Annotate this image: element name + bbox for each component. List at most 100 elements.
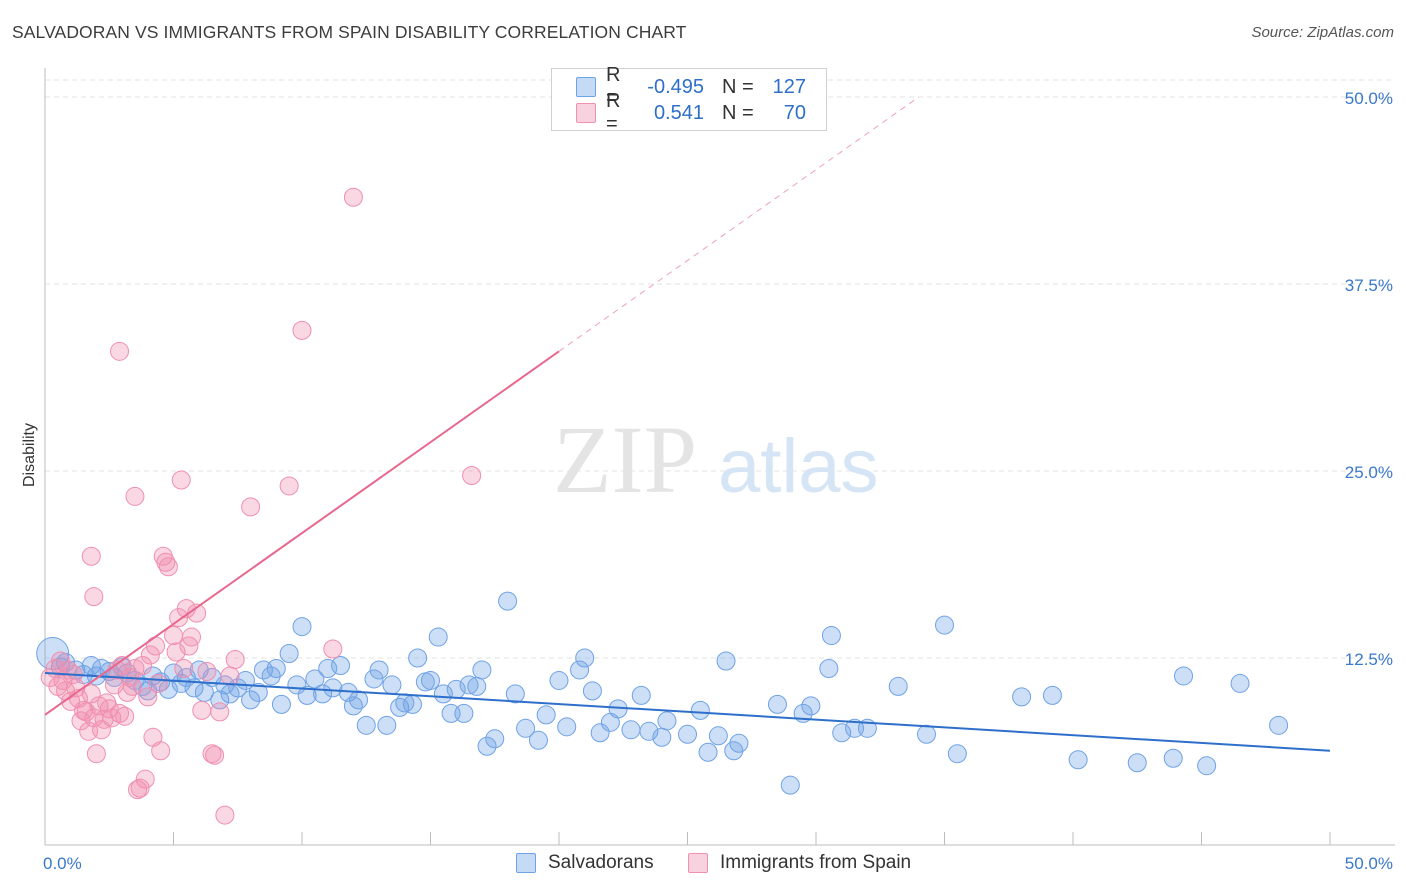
salvadoran-point bbox=[382, 675, 402, 695]
trend-lines bbox=[44, 96, 1331, 752]
salvadoran-point bbox=[1127, 753, 1147, 773]
spain-point bbox=[110, 341, 130, 361]
salvadoran-point bbox=[708, 726, 728, 746]
salvadoran-point bbox=[631, 685, 651, 705]
salvadoran-point bbox=[271, 694, 291, 714]
salvadoran-point bbox=[832, 723, 852, 743]
salvadoran-point bbox=[536, 705, 556, 725]
salvadoran-point bbox=[639, 721, 659, 741]
legend-n-label: N = bbox=[722, 75, 754, 98]
bottom-legend-salvadorans[interactable]: Salvadorans bbox=[516, 852, 654, 874]
spain-point bbox=[174, 658, 194, 678]
salvadoran-point bbox=[516, 718, 536, 738]
salvadoran-point bbox=[349, 690, 369, 710]
spain-point bbox=[205, 745, 225, 765]
spain-point bbox=[323, 639, 343, 659]
legend-row-salvadorans: R = -0.495 N = 127 bbox=[576, 64, 806, 109]
spain-point bbox=[122, 676, 142, 696]
legend-row-spain: R = 0.541 N = 70 bbox=[576, 90, 806, 135]
salvadoran-point bbox=[292, 617, 312, 637]
salvadoran-point bbox=[582, 681, 602, 701]
salvadoran-point bbox=[729, 733, 749, 753]
spain-point bbox=[81, 546, 101, 566]
legend-r-value: 0.541 bbox=[653, 101, 704, 124]
salvadoran-point bbox=[171, 673, 191, 693]
salvadoran-point bbox=[557, 717, 577, 737]
legend-r-label: R = bbox=[606, 64, 621, 109]
salvadoran-point bbox=[279, 644, 299, 664]
watermark-zip: ZIP bbox=[553, 406, 697, 513]
spain-point bbox=[133, 655, 153, 675]
legend-r-label: R = bbox=[606, 90, 621, 135]
salvadoran-point bbox=[801, 696, 821, 716]
salvadoran-point bbox=[467, 676, 487, 696]
legend-n-label: N = bbox=[722, 101, 754, 124]
salvadoran-point bbox=[1068, 750, 1088, 770]
spain-point bbox=[181, 627, 201, 647]
salvadoran-point bbox=[459, 675, 479, 695]
salvadoran-point bbox=[364, 669, 384, 689]
salvadorans-trend-line bbox=[44, 671, 1331, 752]
spain-trend-extension bbox=[558, 96, 920, 352]
salvadoran-point bbox=[318, 658, 338, 678]
salvadoran-point bbox=[528, 730, 548, 750]
y-tick-label: 50.0% bbox=[1345, 89, 1393, 108]
watermark-atlas: atlas bbox=[718, 424, 879, 509]
spain-point bbox=[110, 703, 130, 723]
spain-point bbox=[197, 661, 217, 681]
y-tick-label: 37.5% bbox=[1345, 276, 1393, 295]
salvadoran-point bbox=[821, 626, 841, 646]
salvadoran-point bbox=[184, 678, 204, 698]
salvadoran-point bbox=[575, 648, 595, 668]
salvadoran-point bbox=[1174, 666, 1194, 686]
spain-point bbox=[130, 778, 150, 798]
spain-trend-line bbox=[44, 350, 560, 716]
salvadoran-point bbox=[369, 660, 389, 680]
legend-n-value: 127 bbox=[772, 75, 806, 98]
spain-point bbox=[138, 687, 158, 707]
salvadoran-point bbox=[485, 729, 505, 749]
spain-point bbox=[241, 497, 261, 517]
salvadoran-point bbox=[767, 694, 787, 714]
salvadoran-point bbox=[331, 655, 351, 675]
salvadoran-point bbox=[888, 676, 908, 696]
chart-title: SALVADORAN VS IMMIGRANTS FROM SPAIN DISA… bbox=[12, 22, 687, 42]
salvadoran-point bbox=[248, 682, 268, 702]
salvadoran-point bbox=[377, 715, 397, 735]
legend-swatch-spain bbox=[576, 103, 596, 123]
salvadoran-point bbox=[1269, 715, 1289, 735]
salvadoran-point bbox=[403, 694, 423, 714]
salvadoran-point bbox=[935, 615, 954, 635]
salvadoran-point bbox=[505, 684, 525, 704]
spain-point bbox=[158, 557, 178, 577]
salvadoran-point bbox=[356, 715, 376, 735]
salvadoran-point bbox=[1012, 687, 1032, 707]
y-tick-label: 25.0% bbox=[1345, 463, 1393, 482]
salvadoran-point bbox=[498, 591, 518, 611]
spain-point bbox=[343, 187, 363, 207]
salvadoran-point bbox=[698, 742, 718, 762]
spain-point bbox=[279, 476, 299, 496]
salvadoran-point bbox=[433, 684, 453, 704]
salvadoran-point bbox=[657, 711, 677, 731]
watermark: ZIP atlas bbox=[553, 406, 879, 513]
spain-point bbox=[140, 645, 160, 665]
spain-point bbox=[210, 702, 230, 722]
bottom-legend-swatch-salvadorans bbox=[516, 853, 536, 873]
salvadoran-point bbox=[780, 775, 800, 795]
spain-point bbox=[135, 769, 155, 789]
spain-point bbox=[192, 700, 212, 720]
salvadoran-point bbox=[652, 727, 672, 747]
salvadoran-point bbox=[164, 663, 183, 683]
spain-point bbox=[215, 805, 235, 825]
salvadoran-point bbox=[421, 670, 440, 690]
salvadoran-point bbox=[266, 658, 286, 678]
bottom-legend-spain[interactable]: Immigrants from Spain bbox=[688, 852, 911, 874]
spain-point bbox=[151, 741, 171, 761]
salvadoran-point bbox=[477, 736, 497, 756]
salvadoran-point bbox=[297, 685, 317, 705]
salvadoran-point bbox=[590, 723, 610, 743]
spain-point bbox=[84, 587, 104, 607]
salvadoran-point bbox=[305, 669, 325, 689]
salvadoran-point bbox=[549, 670, 569, 690]
